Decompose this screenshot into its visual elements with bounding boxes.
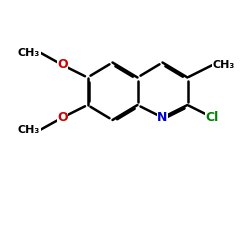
Text: CH₃: CH₃ [18,48,40,58]
Text: O: O [57,111,68,124]
Text: CH₃: CH₃ [212,60,235,70]
Text: N: N [157,111,168,124]
Text: CH₃: CH₃ [18,125,40,135]
Text: Cl: Cl [206,111,219,124]
Text: O: O [57,58,68,71]
